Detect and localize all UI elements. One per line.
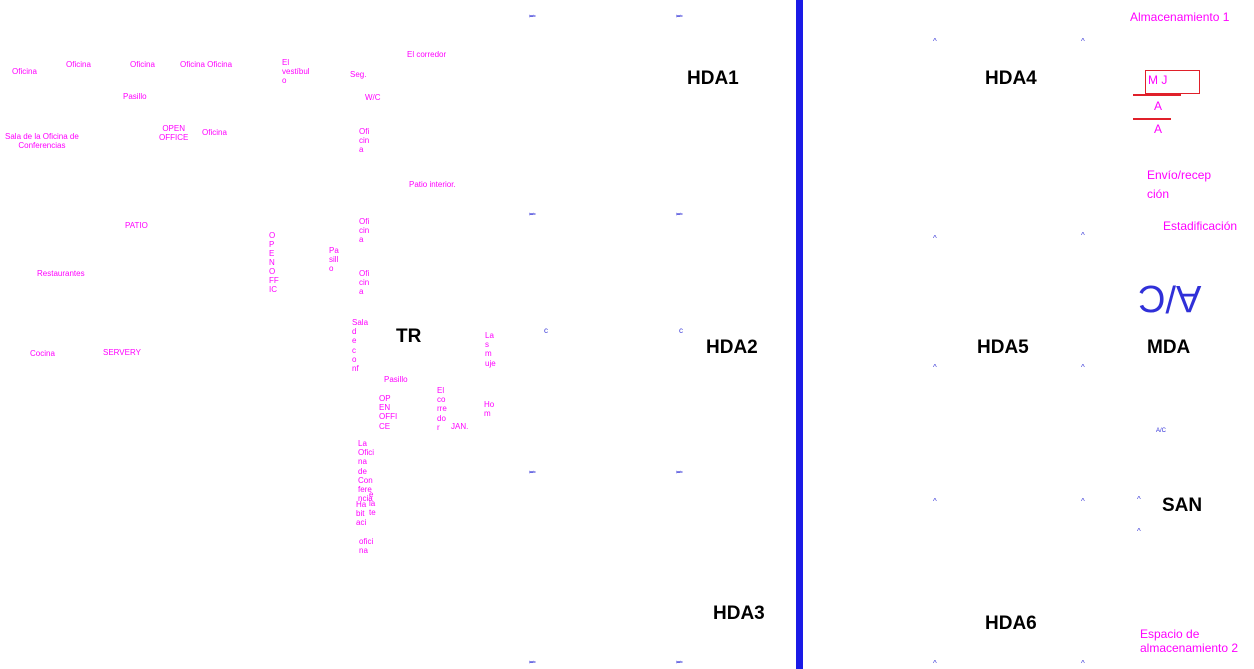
- red-marker-line-2: [1133, 118, 1171, 120]
- red-marker-box: [1145, 70, 1200, 94]
- room-oficina-1: Oficina: [12, 67, 37, 76]
- zone-san-label: SAN: [1162, 495, 1203, 516]
- column-tick: c: [544, 326, 548, 335]
- room-estadificacion: Estadificación: [1163, 219, 1238, 233]
- room-servery: SERVERY: [103, 348, 141, 357]
- room-hombres: Ho m: [484, 400, 495, 419]
- column-tick: ^: [1081, 37, 1085, 46]
- room-vestibulo: El vestíbul o: [282, 58, 310, 86]
- column-tick: ℹ: [527, 660, 537, 664]
- column-tick: ℹ: [527, 14, 537, 18]
- room-oficina-3: Oficina: [130, 60, 155, 69]
- room-open-office-v: O P E N O FF IC: [269, 232, 279, 294]
- ac-label-small: A/C: [1156, 428, 1167, 434]
- column-tick: ℹ: [527, 470, 537, 474]
- column-tick: ^: [1081, 231, 1085, 240]
- room-pasillo-mid: Pasillo: [384, 375, 408, 384]
- room-jan: JAN.: [451, 422, 469, 431]
- room-open-office-2: OP EN OFFI CE: [379, 394, 398, 431]
- zone-tr-label: TR: [396, 326, 422, 347]
- room-patio: PATIO: [125, 221, 148, 230]
- column-tick: ^: [1137, 495, 1141, 504]
- room-patio-interior: Patio interior.: [409, 180, 456, 189]
- zone-hda5-label: HDA5: [977, 337, 1029, 358]
- ac-label-large: A/C: [1138, 277, 1202, 319]
- room-corredor-top: El corredor: [407, 50, 447, 59]
- column-tick: ^: [933, 659, 937, 668]
- room-a-2: A: [1154, 122, 1163, 136]
- column-tick: ^: [933, 363, 937, 372]
- zone-mda-label: MDA: [1147, 337, 1191, 358]
- room-almacenamiento-2: Espacio de almacenamiento 2: [1140, 627, 1239, 655]
- column-tick: ^: [1081, 363, 1085, 372]
- room-sala-conf-v: Sala d e c o nf: [352, 318, 369, 373]
- room-mj: M J: [1148, 73, 1168, 87]
- column-tick: ^: [1081, 497, 1085, 506]
- room-wc: W/C: [365, 93, 381, 102]
- room-pasillo-top: Pasillo: [123, 92, 147, 101]
- column-tick: ℹ: [674, 470, 684, 474]
- column-tick: ℹ: [674, 660, 684, 664]
- column-tick: ^: [933, 234, 937, 243]
- column-tick: ^: [933, 37, 937, 46]
- zone-hda1-label: HDA1: [687, 68, 739, 89]
- room-oficina-4: Oficina Oficina: [180, 60, 233, 69]
- room-oficina-v1: Ofi cin a: [359, 127, 370, 155]
- zone-hda2-label: HDA2: [706, 337, 758, 358]
- room-habitacion-extra: e la te: [369, 490, 376, 518]
- zone-hda4-label: HDA4: [985, 68, 1037, 89]
- red-marker-line-1: [1133, 94, 1181, 96]
- room-oficina-v2: Ofi cin a: [359, 217, 370, 245]
- room-oficina-v4: ofici na: [359, 537, 374, 556]
- zone-hda3-label: HDA3: [713, 603, 765, 624]
- column-tick: ^: [1137, 527, 1141, 536]
- column-tick: ℹ: [674, 212, 684, 216]
- room-envio-recepcion: Envío/recep ción: [1147, 168, 1212, 202]
- room-pasillo-v: Pa sill o: [329, 246, 339, 274]
- room-oficina-5: Oficina: [202, 128, 227, 137]
- column-tick: ℹ: [674, 14, 684, 18]
- room-a-1: A: [1154, 99, 1163, 113]
- zone-hda6-label: HDA6: [985, 613, 1037, 634]
- room-corredor-v: El co rre do r: [437, 386, 447, 432]
- room-open-office-1: OPEN OFFICE: [159, 124, 189, 143]
- room-oficina-conferencia-v: La Ofici na de Con fere ncia: [358, 439, 374, 504]
- room-sala-conferencias: Sala de la Oficina de Conferencias: [5, 132, 79, 151]
- room-restaurantes: Restaurantes: [37, 269, 85, 278]
- room-habitacion-v: Ha bit aci: [356, 500, 367, 528]
- room-almacenamiento-1: Almacenamiento 1: [1130, 10, 1230, 24]
- room-oficina-v3: Ofi cin a: [359, 269, 370, 297]
- room-las-mujeres: La s m uje: [485, 331, 496, 368]
- room-seg: Seg.: [350, 70, 367, 79]
- column-tick: ^: [1081, 659, 1085, 668]
- column-tick: ℹ: [527, 212, 537, 216]
- room-oficina-2: Oficina: [66, 60, 91, 69]
- divider-wall: [796, 0, 803, 669]
- column-tick: c: [679, 326, 683, 335]
- column-tick: ^: [933, 497, 937, 506]
- room-cocina: Cocina: [30, 349, 55, 358]
